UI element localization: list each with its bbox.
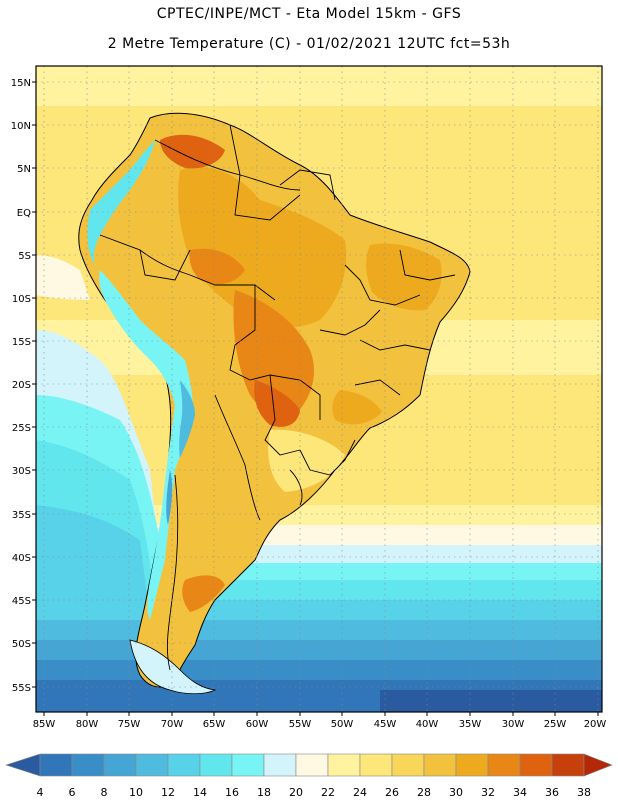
latitude-labels: 15N 10N 5N EQ 5S 10S 15S 20S 25S 30S 35S… <box>11 78 31 694</box>
colorbar-right-arrow <box>583 753 613 777</box>
lon-label: 35W <box>459 719 482 730</box>
colorbar-swatch <box>231 753 265 777</box>
lat-label: 5S <box>18 251 31 262</box>
lon-label: 50W <box>331 719 354 730</box>
lat-label: 10N <box>11 121 31 132</box>
lon-label: 65W <box>203 719 226 730</box>
colorbar-swatch <box>103 753 137 777</box>
lat-label: 55S <box>12 683 31 694</box>
colorbar-label: 10 <box>129 786 143 799</box>
chart-title: CPTEC/INPE/MCT - Eta Model 15km - GFS <box>156 6 462 22</box>
lon-label: 20W <box>584 719 607 730</box>
plot-frame <box>35 65 603 713</box>
lon-label: 55W <box>289 719 312 730</box>
lon-label: 60W <box>246 719 269 730</box>
colorbar-label: 32 <box>481 786 495 799</box>
lat-label: 35S <box>12 510 31 521</box>
lat-label: 15S <box>12 337 31 348</box>
colorbar: 4 6 8 10 12 14 16 18 20 22 24 26 28 30 32 34 36 38 <box>5 753 613 799</box>
colorbar-label: 36 <box>545 786 559 799</box>
colorbar-label: 20 <box>289 786 303 799</box>
graticule <box>36 66 602 712</box>
colorbar-label: 16 <box>225 786 239 799</box>
colorbar-swatch <box>359 753 393 777</box>
lon-label: 40W <box>416 719 439 730</box>
colorbar-label: 8 <box>101 786 108 799</box>
colorbar-label: 34 <box>513 786 527 799</box>
colorbar-label: 30 <box>449 786 463 799</box>
lat-label: 10S <box>12 294 31 305</box>
colorbar-label: 14 <box>193 786 207 799</box>
lon-label: 45W <box>374 719 397 730</box>
colorbar-swatch <box>551 753 585 777</box>
colorbar-swatch <box>39 753 73 777</box>
lat-label: EQ <box>17 208 31 219</box>
lon-label: 30W <box>502 719 525 730</box>
lon-label: 25W <box>544 719 567 730</box>
longitude-labels: 85W 80W 75W 70W 65W 60W 55W 50W 45W 40W … <box>33 719 607 730</box>
colorbar-label: 4 <box>37 786 44 799</box>
country-borders <box>99 124 456 671</box>
lat-label: 40S <box>12 553 31 564</box>
lat-label: 25S <box>12 423 31 434</box>
chart-subtitle: 2 Metre Temperature (C) - 01/02/2021 12U… <box>107 36 511 52</box>
lon-label: 70W <box>161 719 184 730</box>
lat-label: 30S <box>12 466 31 477</box>
colorbar-left-arrow <box>5 753 41 777</box>
colorbar-swatch <box>455 753 489 777</box>
colorbar-swatch <box>295 753 329 777</box>
colorbar-swatch <box>71 753 105 777</box>
lon-label: 80W <box>76 719 99 730</box>
colorbar-label: 38 <box>577 786 591 799</box>
lat-label: 50S <box>12 639 31 650</box>
colorbar-swatch <box>199 753 233 777</box>
lon-label: 75W <box>118 719 141 730</box>
colorbar-label: 22 <box>321 786 335 799</box>
lat-label: 45S <box>12 596 31 607</box>
colorbar-label: 6 <box>69 786 76 799</box>
colorbar-label: 28 <box>417 786 431 799</box>
lat-label: 15N <box>11 78 31 89</box>
colorbar-swatch <box>519 753 553 777</box>
colorbar-swatch <box>135 753 169 777</box>
colorbar-swatch <box>391 753 425 777</box>
colorbar-swatch <box>263 753 297 777</box>
colorbar-label: 26 <box>385 786 399 799</box>
colorbar-label: 24 <box>353 786 367 799</box>
colorbar-swatch <box>327 753 361 777</box>
lon-label: 85W <box>33 719 56 730</box>
colorbar-swatch <box>487 753 521 777</box>
colorbar-label: 18 <box>257 786 271 799</box>
colorbar-swatch <box>423 753 457 777</box>
map-area <box>36 66 602 712</box>
lat-label: 5N <box>17 164 31 175</box>
colorbar-swatch <box>167 753 201 777</box>
lat-label: 20S <box>12 380 31 391</box>
colorbar-label: 12 <box>161 786 175 799</box>
